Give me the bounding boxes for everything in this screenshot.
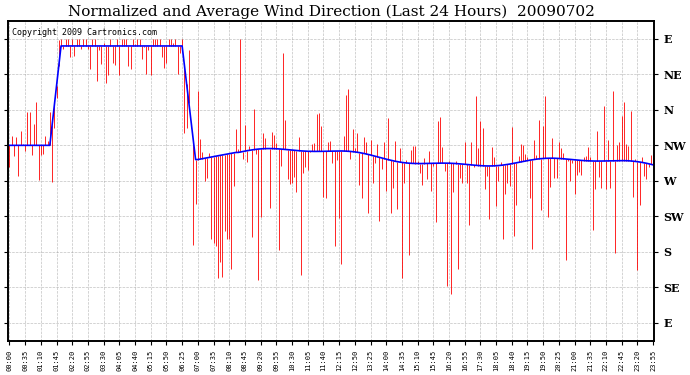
Text: Copyright 2009 Cartronics.com: Copyright 2009 Cartronics.com: [12, 27, 157, 36]
Title: Normalized and Average Wind Direction (Last 24 Hours)  20090702: Normalized and Average Wind Direction (L…: [68, 4, 595, 18]
